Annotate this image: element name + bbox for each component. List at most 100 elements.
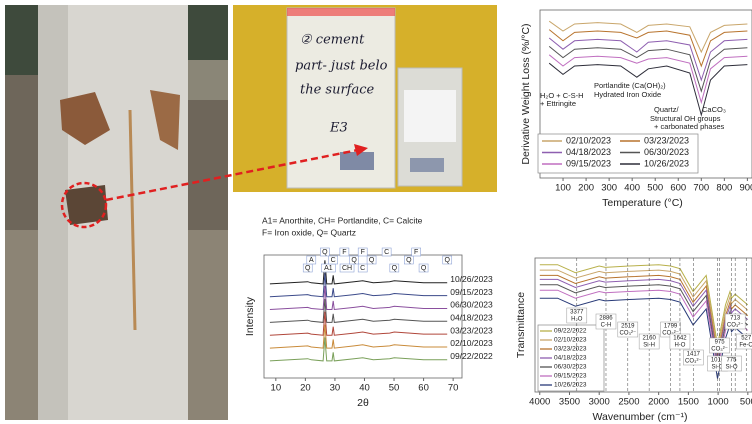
peak-label: Q <box>351 257 357 264</box>
x-tick-label: 1000 <box>708 397 729 408</box>
band-value: 3377 <box>570 310 584 316</box>
band-value: 2886 <box>599 316 613 322</box>
peak-label: F <box>342 249 346 256</box>
peak-label: Q <box>392 265 398 272</box>
series-label: 02/10/2023 <box>450 338 493 348</box>
handwritten-label: E3 <box>329 121 348 136</box>
band-value: 1799 <box>664 324 678 330</box>
y-axis-label: Intensity <box>244 296 256 336</box>
annotation: Hydrated Iron Oxide <box>594 90 661 99</box>
legend-label: 02/10/2023 <box>554 337 587 344</box>
x-tick-label: 500 <box>647 183 663 194</box>
band-label: H-O <box>674 343 685 349</box>
x-tick-label: 30 <box>330 383 341 394</box>
x-tick-label: 1500 <box>678 397 699 408</box>
band-value: 975 <box>715 340 726 346</box>
peak-label: Q <box>406 257 412 264</box>
y-axis-label: Derivative Weight Loss (%/°C) <box>520 23 532 164</box>
band-value: 1642 <box>673 336 687 342</box>
x-tick-label: 20 <box>300 383 311 394</box>
series-line <box>270 273 447 297</box>
series-line <box>270 299 447 323</box>
band-label: Fe-O <box>739 343 752 349</box>
legend-label: 10/26/2023 <box>554 382 587 389</box>
x-tick-label: 3500 <box>559 397 580 408</box>
legend-label: 09/22/2022 <box>554 328 587 335</box>
peak-label: C <box>360 265 365 272</box>
figure: ② cement part- just belo the surface E3 … <box>0 0 752 424</box>
x-tick-label: 4000 <box>529 397 550 408</box>
series-label: 10/26/2023 <box>450 274 493 284</box>
sample-photo: ② cement part- just belo the surface E3 <box>233 5 497 192</box>
band-value: 1417 <box>687 352 701 358</box>
peak-label: F <box>361 249 365 256</box>
peak-label: A <box>309 257 314 264</box>
bag-seal <box>287 8 395 16</box>
band-label: Si-O <box>725 365 737 371</box>
band-value: 527 <box>741 336 752 342</box>
legend-label: 03/23/2023 <box>554 346 587 353</box>
x-tick-label: 60 <box>418 383 429 394</box>
x-axis-label: Temperature (°C) <box>602 197 683 209</box>
peak-label: A1 <box>324 265 333 272</box>
x-tick-label: 50 <box>389 383 400 394</box>
x-tick-label: 200 <box>578 183 594 194</box>
series-label: 04/18/2023 <box>450 313 493 323</box>
annotation: + carbonated phases <box>654 122 725 131</box>
x-tick-label: 3000 <box>589 397 610 408</box>
x-tick-label: 700 <box>693 183 709 194</box>
series-label: 06/30/2023 <box>450 300 493 310</box>
bag-label <box>404 90 456 142</box>
peak-label: Q <box>369 257 375 264</box>
band-label: H₂O <box>571 317 583 323</box>
x-axis-label: 2θ <box>357 397 369 409</box>
handwritten-label: part- just belo <box>295 59 388 74</box>
legend-label: 09/15/2023 <box>566 158 611 168</box>
band-label: CO₃²⁻ <box>685 359 702 365</box>
legend-label: 10/26/2023 <box>644 158 689 168</box>
peak-label: Q <box>421 265 427 272</box>
band-label: C-H <box>601 323 612 329</box>
x-tick-label: 70 <box>448 383 459 394</box>
peak-label: F <box>414 249 418 256</box>
series-label: 09/15/2023 <box>450 287 493 297</box>
column-photo <box>5 5 228 420</box>
peak-label: C <box>331 257 336 264</box>
band-label: CO₃²⁻ <box>620 331 637 337</box>
x-tick-label: 2000 <box>648 397 669 408</box>
x-tick-label: 600 <box>670 183 686 194</box>
x-tick-label: 900 <box>739 183 752 194</box>
handwritten-label: ② cement <box>300 33 365 48</box>
x-tick-label: 300 <box>601 183 617 194</box>
handwritten-label: the surface <box>300 83 375 98</box>
annotation: Portlandite (Ca(OH)₂) <box>594 81 666 90</box>
x-tick-label: 10 <box>271 383 282 394</box>
legend-label: 06/30/2023 <box>554 364 587 371</box>
x-tick-label: 500 <box>740 397 752 408</box>
x-tick-label: 2500 <box>618 397 639 408</box>
series-line <box>549 30 747 66</box>
legend-label: 04/18/2023 <box>566 147 611 157</box>
annotation: + Ettringite <box>540 99 576 108</box>
legend-note: A1= Anorthite, CH= Portlandite, C= Calci… <box>262 215 423 225</box>
series-line <box>270 325 447 349</box>
legend-label: 04/18/2023 <box>554 355 587 362</box>
sample-chip <box>410 158 444 172</box>
band-label: CO₃²⁻ <box>727 323 744 329</box>
band-value: 713 <box>730 316 741 322</box>
peak-label: Q <box>322 249 328 256</box>
legend-label: 09/15/2023 <box>554 373 587 380</box>
series-line <box>270 337 447 361</box>
band-label: Si-H <box>643 343 655 349</box>
peak-label: C <box>384 249 389 256</box>
peak-label: Q <box>305 265 311 272</box>
legend-label: 02/10/2023 <box>566 135 611 145</box>
legend-label: 06/30/2023 <box>644 147 689 157</box>
x-tick-label: 40 <box>359 383 370 394</box>
band-value: 2160 <box>642 336 656 342</box>
x-tick-label: 100 <box>555 183 571 194</box>
band-value: 775 <box>726 358 737 364</box>
x-tick-label: 800 <box>716 183 732 194</box>
legend-label: 03/23/2023 <box>644 135 689 145</box>
peak-label: Q <box>444 257 450 264</box>
